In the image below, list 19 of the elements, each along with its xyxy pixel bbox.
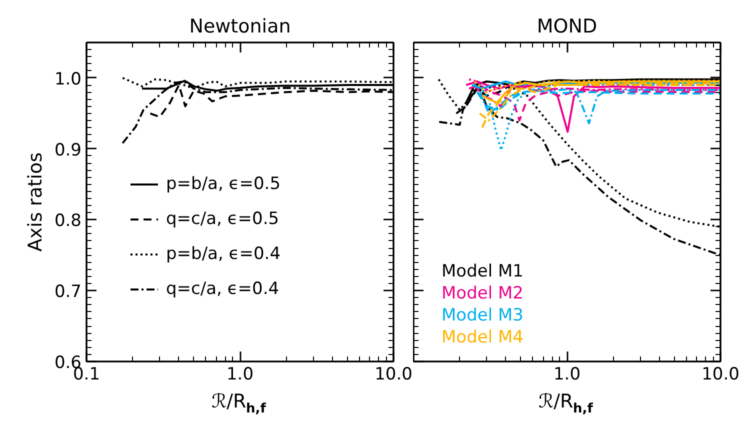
text: Model M1 xyxy=(442,262,524,282)
y-axis-title: Axis ratios xyxy=(24,152,46,252)
y-tick-label: 0.9 xyxy=(54,140,82,160)
y-tick-label: 0.8 xyxy=(54,211,82,232)
x-tick-label: 10.0 xyxy=(374,364,412,384)
x-tick-label: 10.0 xyxy=(702,364,740,384)
chart-title: MOND xyxy=(536,16,598,38)
legend-label: q=c/a, ϵ=0.5 xyxy=(166,208,280,230)
text: Model M3 xyxy=(442,306,524,326)
legend-label: q=c/a, ϵ=0.4 xyxy=(166,278,280,300)
legend-label: p=b/a, ϵ=0.5 xyxy=(166,173,281,196)
x-tick-label: 1.0 xyxy=(553,364,581,384)
legend-label: p=b/a, ϵ=0.4 xyxy=(166,243,281,266)
chart-title: Newtonian xyxy=(189,16,291,38)
text: Model M4 xyxy=(442,328,524,348)
x-tick-label: 1.0 xyxy=(226,364,254,384)
y-tick-label: 1.0 xyxy=(54,69,82,90)
y-tick-label: 0.7 xyxy=(54,282,82,302)
text: Model M2 xyxy=(442,284,524,304)
